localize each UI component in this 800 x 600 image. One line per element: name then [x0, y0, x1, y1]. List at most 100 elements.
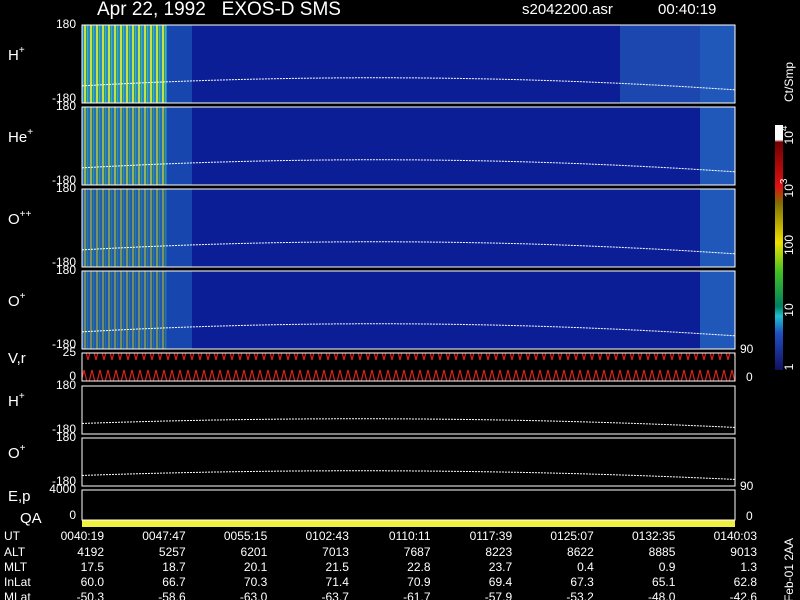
- spectrogram-band: [82, 107, 167, 185]
- panel-label-base: V,r: [8, 350, 26, 367]
- spectrogram-band: [82, 189, 167, 267]
- cell: 69.4: [489, 575, 513, 589]
- cell: 60.0: [81, 575, 105, 589]
- cell: 6201: [241, 545, 268, 559]
- trace: [81, 77, 736, 91]
- tick-label: 180: [56, 17, 76, 31]
- row-label: UT: [4, 529, 21, 543]
- colorbar-tick: 104: [779, 125, 797, 144]
- spectrogram-band: [620, 25, 700, 103]
- panel-label-base: O: [8, 293, 20, 310]
- tick-label: 180: [56, 430, 76, 444]
- cell: 4192: [77, 545, 104, 559]
- panel-label: E,p: [8, 488, 31, 505]
- cell: 0110:11: [389, 529, 431, 543]
- cell: -50.3: [77, 590, 105, 600]
- tick-label: 180: [56, 378, 76, 392]
- cell: -58.6: [158, 590, 186, 600]
- panel-label-base: H: [8, 393, 19, 410]
- vr-trace: [82, 353, 735, 381]
- panel-label-base: E,p: [8, 488, 31, 505]
- tick-label: 0: [746, 370, 753, 384]
- colorbar-title: Ct/Smp: [782, 62, 796, 102]
- trace: [81, 418, 736, 428]
- colorbar-tick: 100: [782, 235, 796, 255]
- colorbar-tick-base: 1: [782, 363, 796, 370]
- tick-label: 90: [740, 342, 754, 356]
- tick-label: 25: [63, 345, 77, 359]
- qa-label: QA: [20, 510, 42, 527]
- panel-label-sup: +: [20, 443, 26, 454]
- panel-frame: [81, 24, 736, 104]
- title: Apr 22, 1992 EXOS-D SMS: [97, 0, 341, 20]
- cell: -63.0: [240, 590, 268, 600]
- colorbar-tick: 103: [779, 178, 797, 197]
- panel-label: He+: [8, 127, 33, 146]
- colorbar-tick: 10: [782, 303, 796, 317]
- cell: 8223: [485, 545, 512, 559]
- row-label: MLT: [4, 560, 28, 574]
- panel-label: O++: [8, 209, 32, 228]
- panel-label-sup: +: [27, 127, 33, 138]
- footer: Feb-01 2AA: [782, 538, 796, 600]
- cell: 0102:43: [305, 529, 349, 543]
- tick-label: -180: [52, 255, 76, 269]
- tick-label: 0: [69, 508, 76, 522]
- tick-label: -180: [52, 474, 76, 488]
- row-label: InLat: [4, 575, 31, 589]
- trace: [81, 470, 736, 480]
- colorbar-tick-base: 100: [782, 235, 796, 255]
- panel-frame: [81, 385, 736, 435]
- colorbar-tick-base: 10: [782, 184, 796, 198]
- spectrogram-band: [700, 271, 735, 349]
- cell: -57.9: [485, 590, 513, 600]
- panel-label: H+: [8, 391, 25, 410]
- panel-label: O+: [8, 291, 26, 310]
- cell: 8885: [649, 545, 676, 559]
- panel-label: O+: [8, 443, 26, 462]
- cell: 71.4: [326, 575, 350, 589]
- tick-label: 180: [56, 99, 76, 113]
- panel-frame: [81, 489, 736, 521]
- cell: 8622: [567, 545, 594, 559]
- spectrogram-band: [82, 271, 167, 349]
- cell: 0117:39: [470, 529, 513, 543]
- tick-label: -180: [52, 91, 76, 105]
- panel-frame: [81, 188, 736, 268]
- tick-label: -180: [52, 173, 76, 187]
- spectrogram-band: [700, 107, 735, 185]
- spectrogram-band: [700, 25, 735, 103]
- tick-label: 4000: [49, 482, 76, 496]
- spectrogram-band: [167, 271, 192, 349]
- panel-label-base: He: [8, 129, 27, 146]
- cell: 20.1: [244, 560, 268, 574]
- cell: 7687: [404, 545, 431, 559]
- cell: 22.8: [407, 560, 431, 574]
- panel-label: H+: [8, 45, 25, 64]
- spectrogram-band: [167, 189, 192, 267]
- trace: [81, 323, 736, 337]
- panel-label-sup: +: [19, 391, 25, 402]
- cell: 1.3: [740, 560, 757, 574]
- panel-label-sup: ++: [20, 209, 32, 220]
- cell: 0140:03: [714, 529, 758, 543]
- cell: 62.8: [734, 575, 758, 589]
- colorbar-tick-base: 10: [782, 131, 796, 145]
- cell: 18.7: [162, 560, 186, 574]
- colorbar-tick-base: 10: [782, 303, 796, 317]
- panel-label-base: O: [8, 211, 20, 228]
- cell: 0.4: [577, 560, 594, 574]
- tick-label: -180: [52, 422, 76, 436]
- trace: [81, 159, 736, 173]
- cell: 9013: [730, 545, 757, 559]
- panel-frame: [81, 106, 736, 186]
- cell: 65.1: [652, 575, 676, 589]
- cell: -61.7: [403, 590, 431, 600]
- cell: -53.2: [566, 590, 594, 600]
- row-label: ALT: [4, 545, 26, 559]
- tick-label: 180: [56, 263, 76, 277]
- panel-label: V,r: [8, 350, 26, 367]
- spectrogram-band: [167, 25, 192, 103]
- qa-bar: [82, 520, 735, 527]
